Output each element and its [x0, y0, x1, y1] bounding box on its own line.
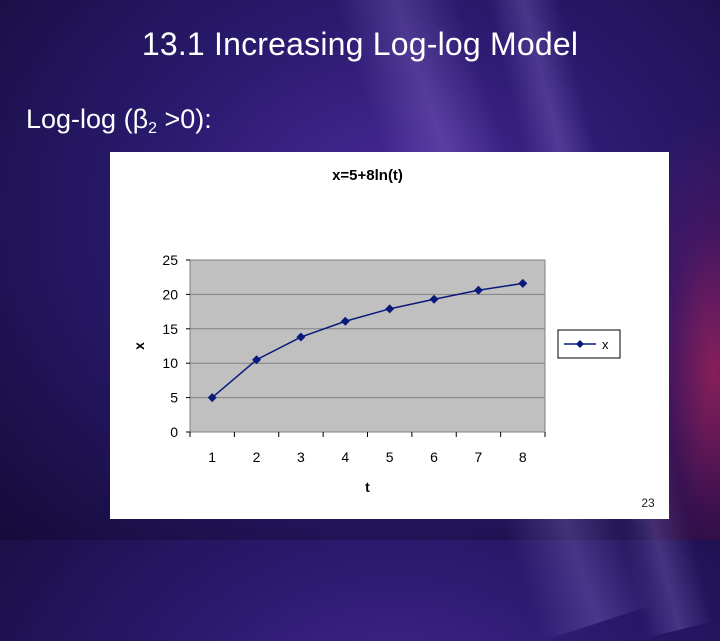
- data-point: [207, 393, 217, 403]
- x-tick-label: 6: [430, 449, 438, 465]
- line-chart: 0 5 10 15 20 25 1 2 3 4 5 6 7 8 x=5+8ln(t) t x x: [131, 167, 621, 495]
- x-tick-label: 5: [386, 449, 394, 465]
- chart-title: x=5+8ln(t): [332, 167, 403, 184]
- x-axis-label: t: [365, 479, 370, 495]
- subtitle-rest: >0):: [157, 104, 212, 134]
- legend-label: x: [602, 337, 609, 352]
- slide-number: 23: [641, 496, 655, 510]
- x-tick-label: 7: [475, 449, 483, 465]
- y-tick-label: 20: [162, 286, 178, 302]
- y-axis-label: x: [131, 342, 147, 350]
- data-point: [296, 332, 306, 342]
- y-tick-label: 0: [170, 424, 178, 440]
- chart-panel: 0 5 10 15 20 25 1 2 3 4 5 6 7 8 x=5+8ln(t) t x x: [110, 152, 669, 519]
- plot-area: [189, 259, 546, 433]
- slide-subtitle: Log-log (β2 >0):: [26, 104, 212, 138]
- data-point: [340, 316, 350, 326]
- y-tick-label: 10: [162, 355, 178, 371]
- x-tick-label: 8: [519, 449, 527, 465]
- subtitle-subscript: 2: [148, 120, 157, 137]
- y-tick-label: 5: [170, 390, 178, 406]
- x-tick-label: 1: [208, 449, 216, 465]
- data-point: [252, 355, 262, 365]
- data-point: [518, 278, 528, 288]
- data-point: [385, 304, 395, 314]
- x-tick-label: 4: [341, 449, 349, 465]
- x-tick-label: 2: [253, 449, 261, 465]
- x-tick-label: 3: [297, 449, 305, 465]
- legend-marker: [576, 340, 584, 348]
- data-point: [473, 285, 483, 295]
- data-point: [429, 294, 439, 304]
- slide-title: 13.1 Increasing Log-log Model: [141, 26, 579, 62]
- y-tick-label: 25: [162, 252, 178, 268]
- series-line: [211, 282, 523, 399]
- subtitle-main: Log-log (β: [26, 104, 149, 134]
- y-tick-label: 15: [162, 321, 178, 337]
